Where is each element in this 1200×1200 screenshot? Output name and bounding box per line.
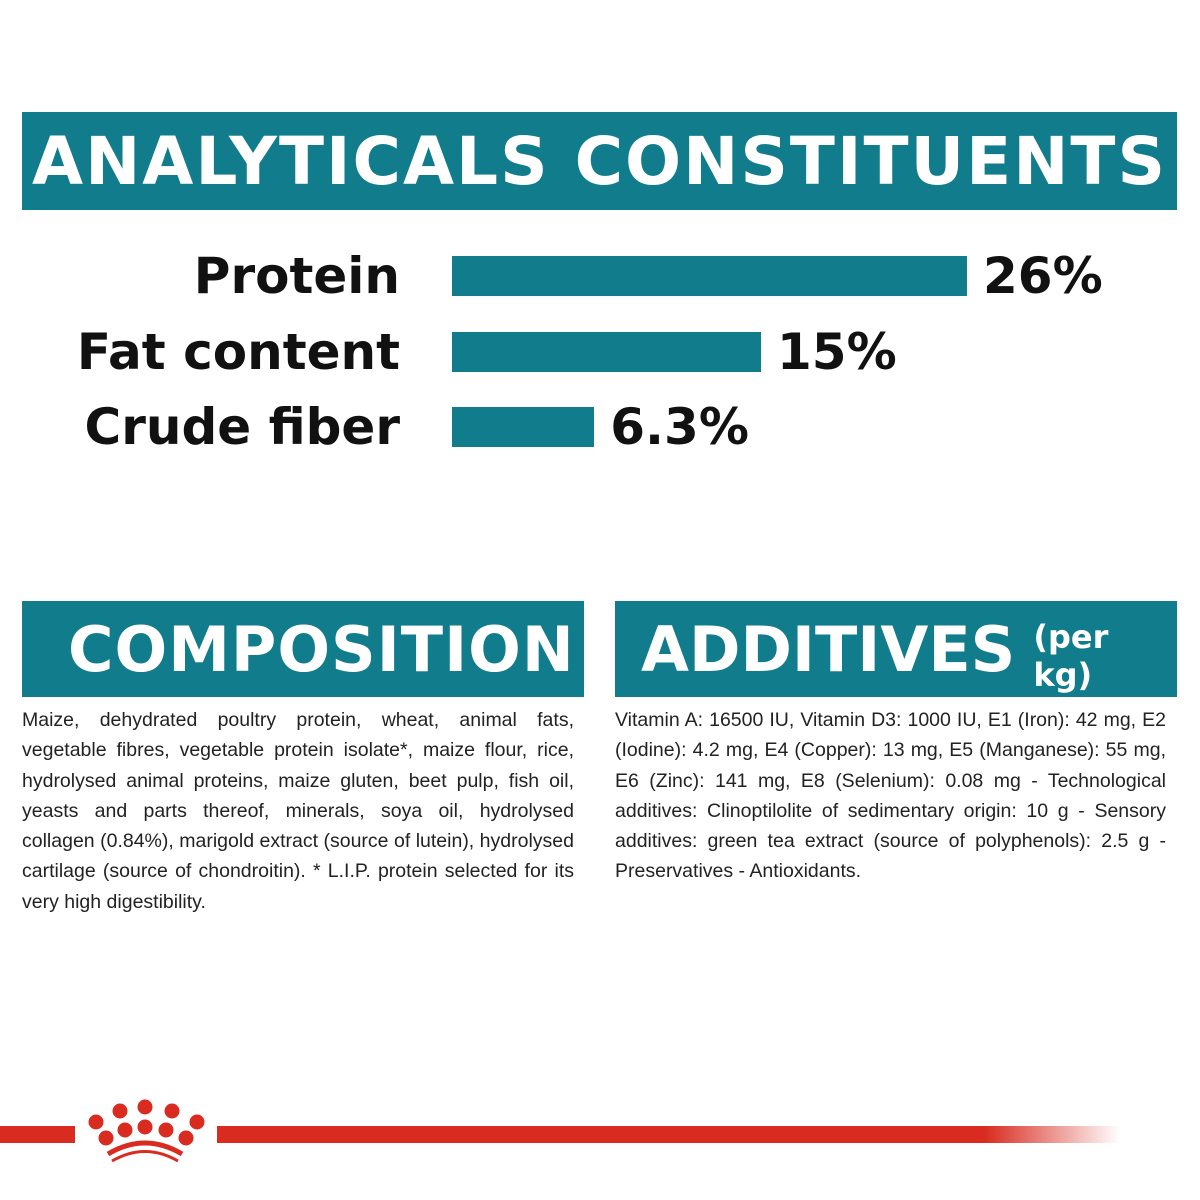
crown-icon <box>88 1099 205 1146</box>
bar-value-label: 6.3% <box>610 398 749 456</box>
composition-text: Maize, dehydrated poultry protein, wheat… <box>22 709 574 913</box>
red-line-left <box>0 1126 75 1143</box>
royal-canin-logo <box>0 1099 1120 1163</box>
bar-row: Fat content 15% <box>0 323 1200 381</box>
additives-subtitle: (per kg) <box>1033 618 1109 694</box>
bar-row: Protein 26% <box>0 247 1200 305</box>
additives-header: ADDITIVES (per kg) <box>615 601 1177 697</box>
bar <box>452 256 967 296</box>
bar-row: Crude fiber 6.3% <box>0 398 1200 456</box>
bar-value-label: 15% <box>777 323 897 381</box>
bar-label: Crude fiber <box>84 398 400 456</box>
red-line-right <box>217 1126 1120 1143</box>
bar-label: Protein <box>193 247 400 305</box>
composition-title: COMPOSITION <box>68 612 575 686</box>
bar-label: Fat content <box>76 323 400 381</box>
bar <box>452 332 761 372</box>
bar-value-label: 26% <box>983 247 1103 305</box>
additives-text: Vitamin A: 16500 IU, Vitamin D3: 1000 IU… <box>615 709 1166 883</box>
additives-title: ADDITIVES <box>641 612 1016 686</box>
bar <box>452 407 595 447</box>
composition-header: COMPOSITION <box>22 601 584 697</box>
analytical-constituents-header: ANALYTICALS CONSTITUENTS <box>22 112 1177 210</box>
